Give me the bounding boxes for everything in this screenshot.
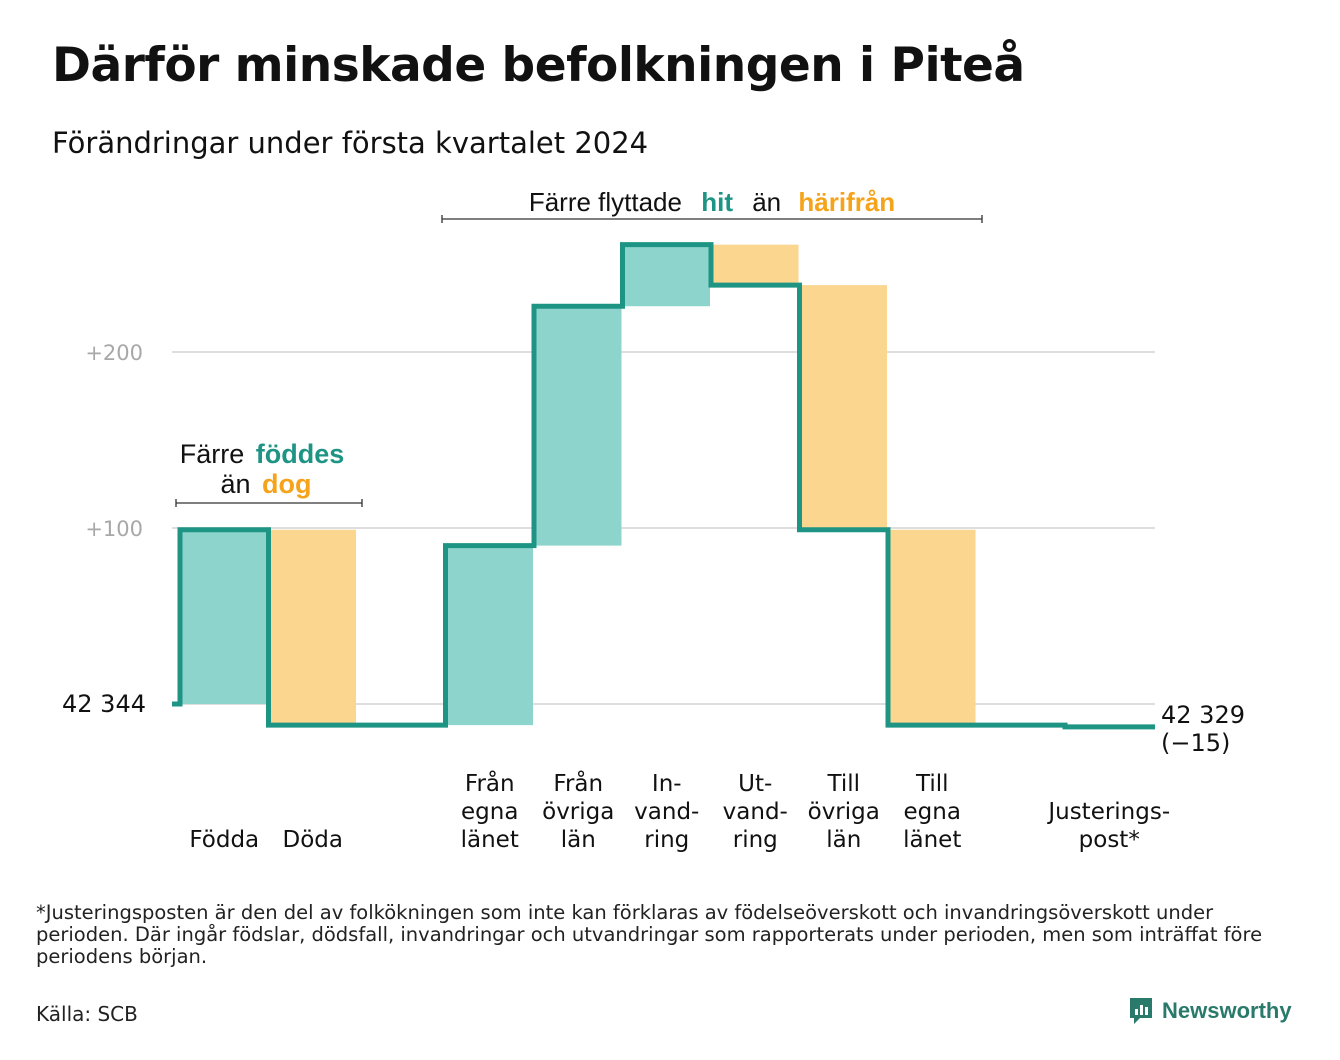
category-label-invandring: In-vand-ring [634,771,699,853]
migration-annotation-prefix: Färre flyttade [529,187,682,217]
start-value-label: 42 344 [62,690,146,718]
label-layer: +200 +100 42 344 Födda Döda Från egna länet Från… [62,341,1245,853]
bar-fran_egna [445,545,533,726]
category-label-fran_egna: Från egna länet [461,769,519,853]
bar-invandring [622,244,710,307]
bar-fodda [180,529,268,704]
bar-fran_ovriga [534,306,622,546]
migration-annotation: Färre flyttade hit än härifrån [441,187,983,223]
category-label-fodda: Födda [189,827,259,853]
harifran-word: härifrån [798,187,895,217]
migration-annotation-middle: än [752,187,781,217]
y-tick-label: +100 [85,517,143,541]
waterfall-chart: +200 +100 42 344 Födda Döda Från egna länet Från… [62,187,1245,853]
births-annotation: Färre föddes än dog [175,439,363,507]
svg-text:Färre flyttade hit: Färre flyttade hit än härifrån [529,187,895,217]
bar-till_ovriga [799,285,887,530]
chart-title: Därför minskade befolkningen i Piteå [52,38,1025,93]
brand-logo: Newsworthy [1128,996,1292,1026]
births-annotation-prefix: Färre [180,439,245,469]
category-label-utvandring: Ut-vand-ring [723,771,788,853]
cumulative-step-line [172,242,1155,730]
bar-layer [180,244,976,726]
step-line-layer [172,242,1155,730]
footnote: *Justeringsposten är den del av folkökni… [36,901,1263,968]
category-label-doda: Döda [283,827,343,853]
svg-text:Färre föddes: Färre föddes [180,439,345,469]
y-tick-label: +200 [85,341,143,365]
category-label-fran_ovriga: Från övriga län [542,769,614,853]
brand-name: Newsworthy [1162,998,1292,1023]
category-label-till_egna: Till egna länet [903,771,961,853]
end-change-label: (−15) [1161,729,1230,757]
category-label-till_ovriga: Till övriga län [808,771,880,853]
births-word: föddes [256,439,345,469]
newsworthy-logo-icon [1130,998,1152,1024]
chart-subtitle: Förändringar under första kvartalet 2024 [52,126,649,160]
births-annotation-middle: än [220,469,250,499]
bar-utvandring [711,244,799,286]
bar-doda [268,529,356,726]
deaths-word: dog [262,469,311,499]
hit-word: hit [701,187,733,217]
category-label-justering: Justerings-post* [1046,799,1170,853]
end-value-label: 42 329 [1161,701,1245,729]
bar-till_egna [888,529,976,726]
source-label: Källa: SCB [36,1002,138,1026]
svg-text:än dog: än dog [220,469,311,499]
